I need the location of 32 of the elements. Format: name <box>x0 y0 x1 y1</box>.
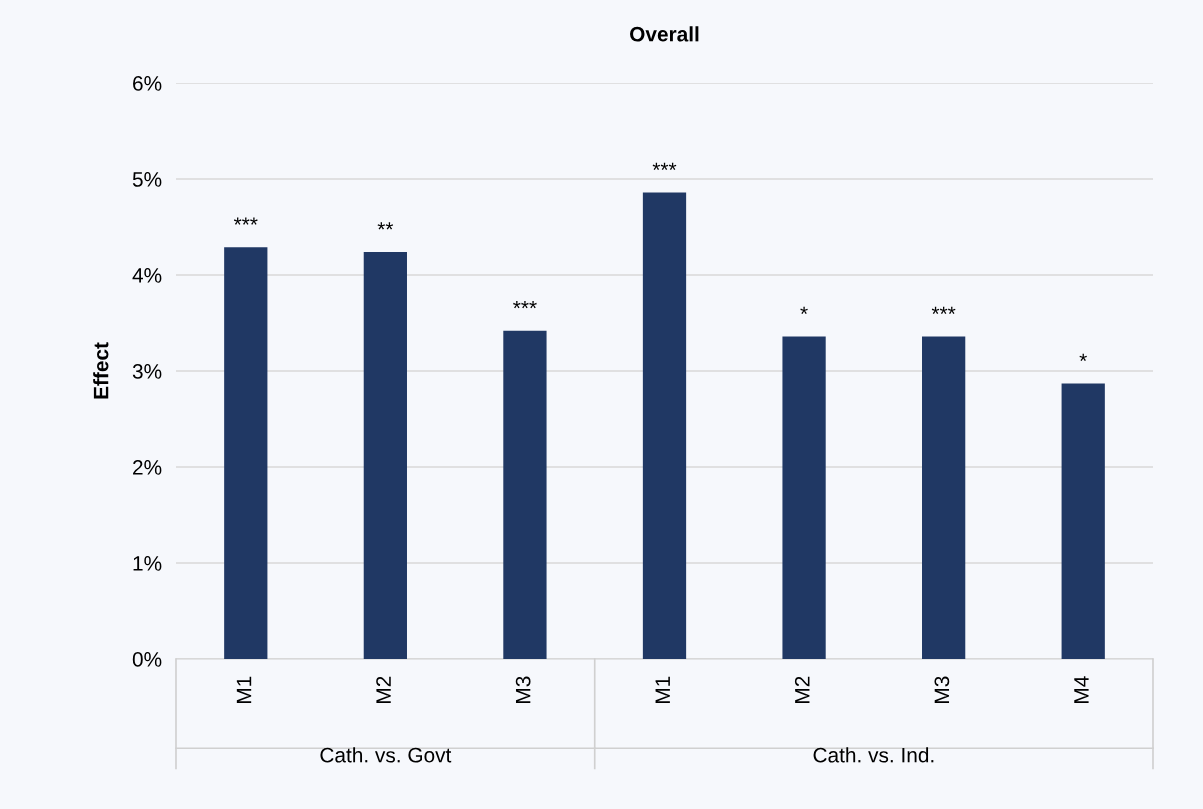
data-label: *** <box>652 162 677 170</box>
x-tick-label: M1 <box>655 676 670 703</box>
y-tick-label: 6% <box>133 76 162 91</box>
y-tick-label: 2% <box>133 460 162 475</box>
data-label: *** <box>931 306 956 314</box>
data-label: * <box>1079 353 1087 362</box>
y-axis-title: Effect <box>93 342 109 399</box>
chart-title: Overall <box>630 26 699 42</box>
x-tick-label: M2 <box>376 676 391 703</box>
y-tick-label: 3% <box>132 364 162 379</box>
data-label: ** <box>377 222 394 230</box>
y-tick-label: 0% <box>132 652 162 667</box>
data-label: *** <box>513 300 537 309</box>
y-tick-label: 1% <box>133 556 162 571</box>
bar <box>363 251 407 659</box>
bar <box>642 192 687 659</box>
bar <box>1061 383 1105 659</box>
data-label: * <box>800 306 808 314</box>
text: Cath. vs. Ind. <box>813 747 934 763</box>
text: Cath. vs. Govt <box>320 747 452 763</box>
y-tick-label: 5% <box>132 172 162 187</box>
bar <box>224 247 268 659</box>
data-label: *** <box>233 217 258 225</box>
x-tick-label: M3 <box>515 676 531 703</box>
x-tick-label: M2 <box>794 676 810 703</box>
x-tick-label: M4 <box>1074 676 1089 703</box>
bar <box>503 330 547 659</box>
x-tick-label: M3 <box>934 676 950 703</box>
y-tick-label: 4% <box>132 268 162 283</box>
bar <box>922 336 966 659</box>
x-tick-label: M1 <box>236 676 252 703</box>
bar <box>782 336 826 659</box>
